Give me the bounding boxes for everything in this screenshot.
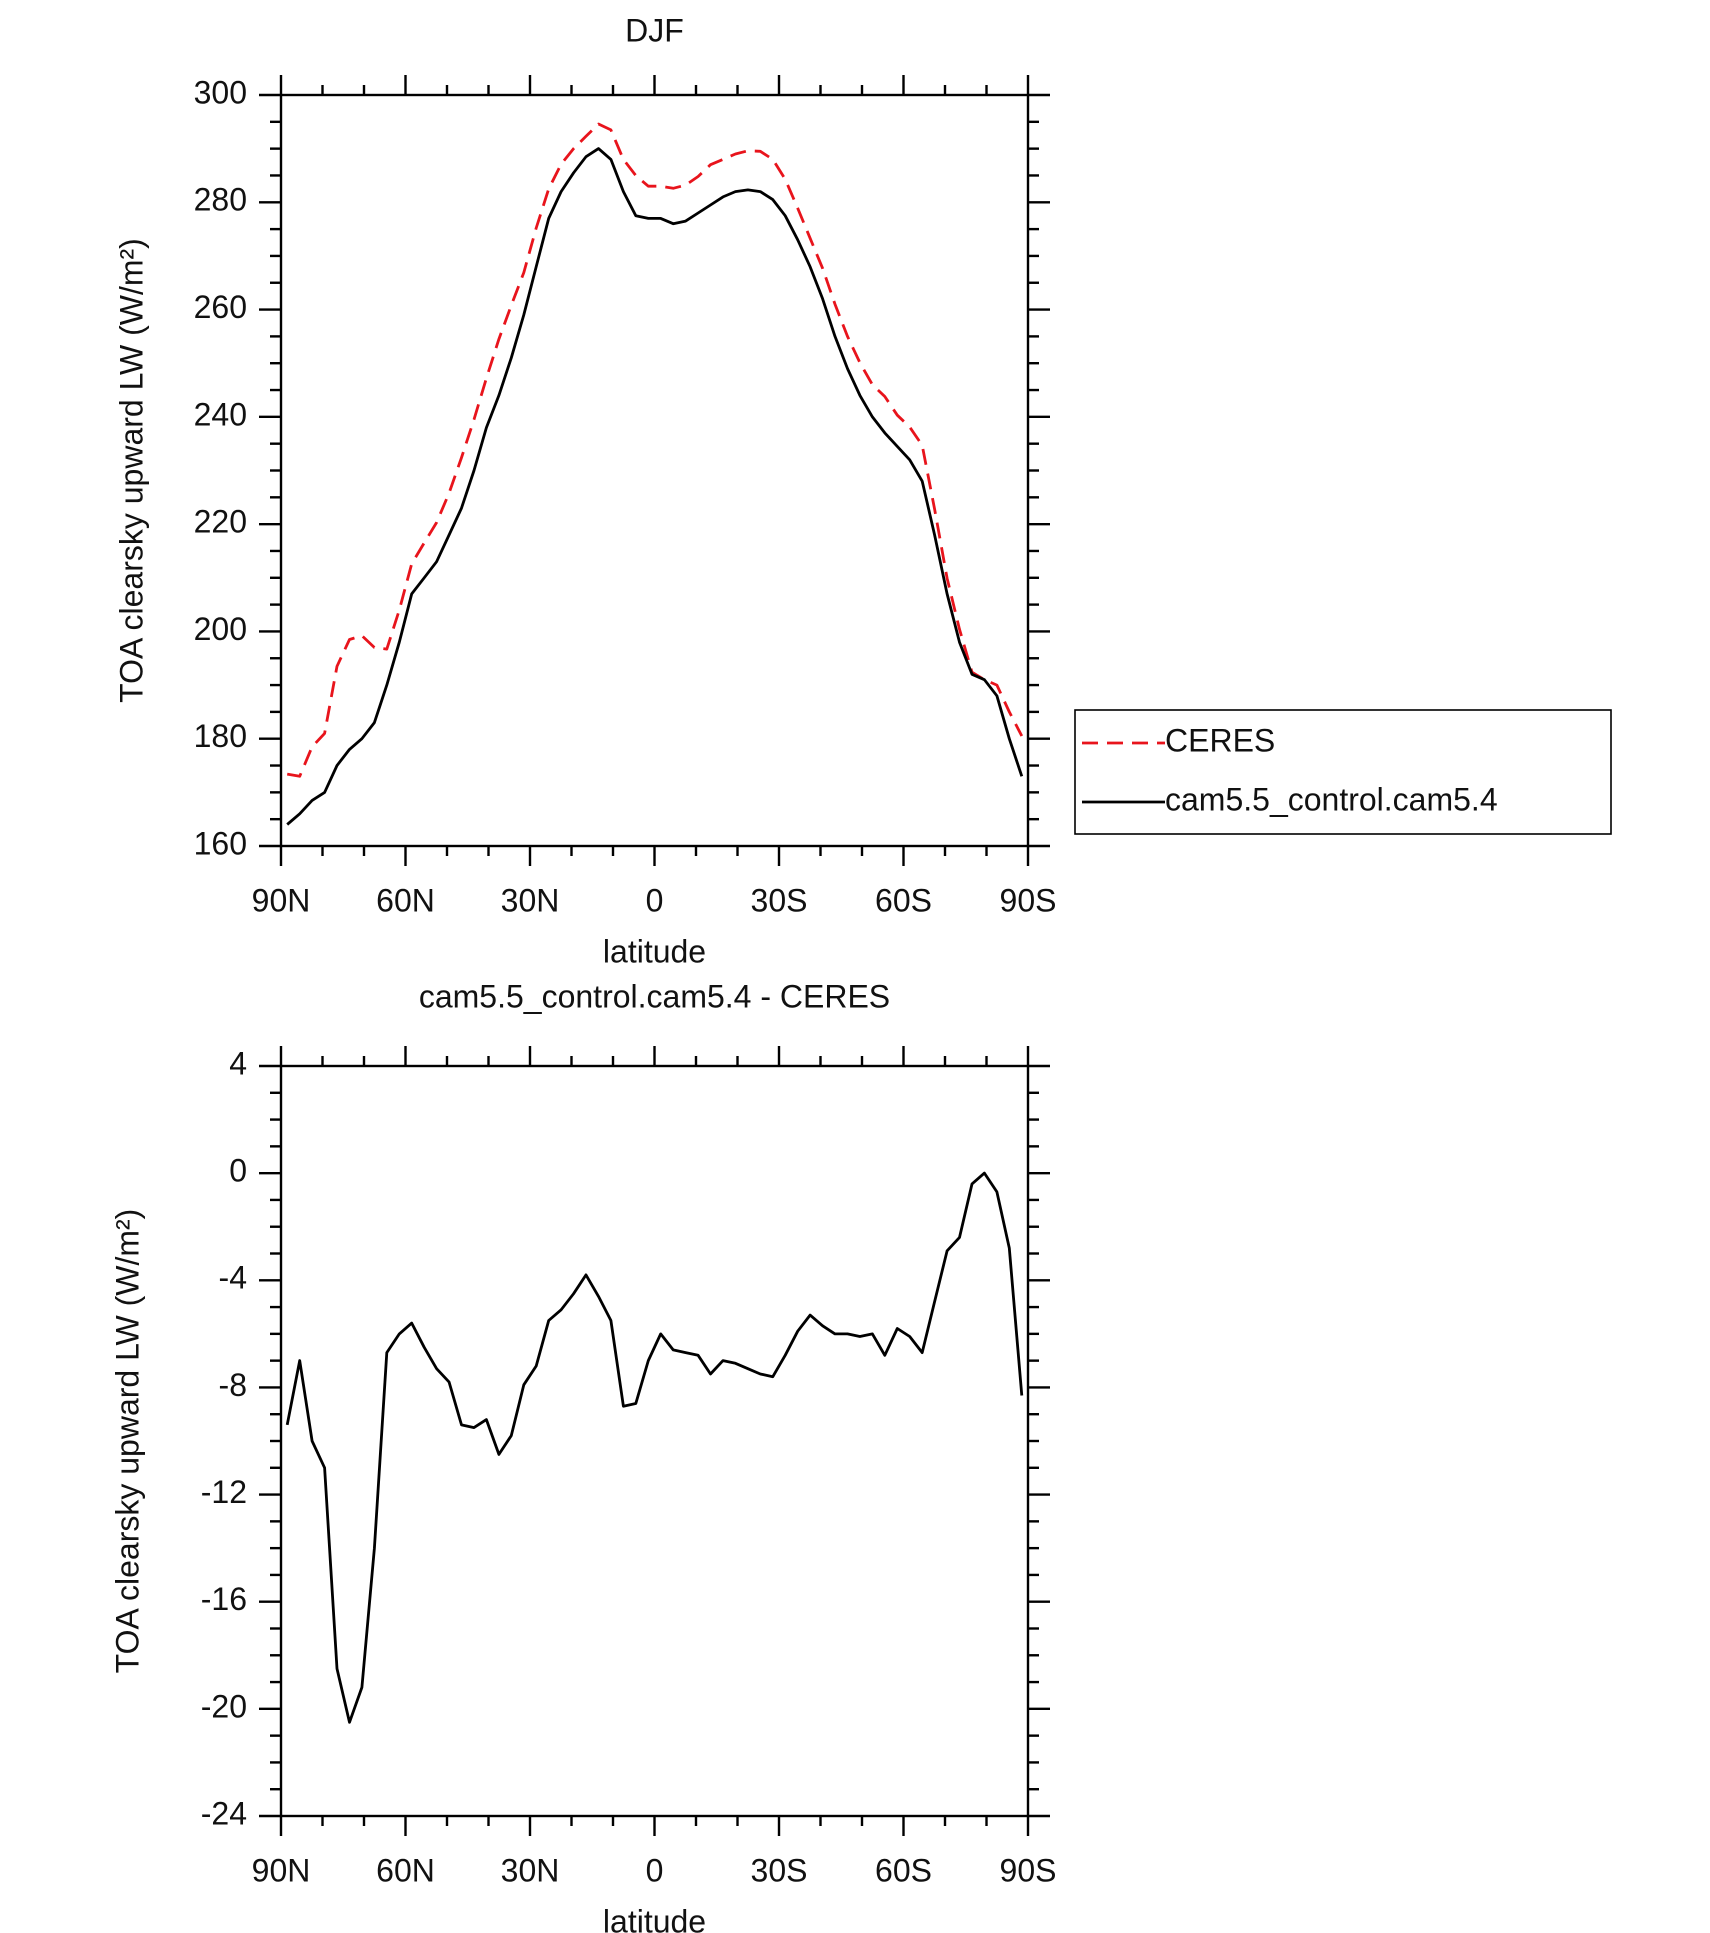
y-tick-label: 220 (194, 504, 247, 540)
x-tick-label: 90S (1000, 882, 1057, 918)
legend-box (1074, 709, 1612, 835)
y-tick-label: 300 (194, 74, 247, 110)
y-axis-label: TOA clearsky upward LW (W/m²) (113, 238, 149, 703)
x-tick-label: 60S (875, 1852, 932, 1888)
data-line (286, 147, 1024, 826)
x-tick-label: 30N (501, 882, 560, 918)
x-axis-label: latitude (603, 1903, 706, 1933)
x-tick-label: 90N (252, 882, 311, 918)
y-tick-label: -24 (201, 1795, 247, 1831)
legend-label: cam5.5_control.cam5.4 (1165, 781, 1498, 817)
x-tick-label: 30S (751, 1852, 808, 1888)
x-tick-label: 60S (875, 882, 932, 918)
y-tick-label: 280 (194, 182, 247, 218)
data-line (286, 122, 1024, 778)
y-tick-label: -16 (201, 1581, 247, 1617)
y-tick-label: 260 (194, 289, 247, 325)
x-tick-label: 60N (376, 1852, 435, 1888)
y-tick-label: -20 (201, 1688, 247, 1724)
x-tick-label: 60N (376, 882, 435, 918)
y-tick-label: 0 (229, 1153, 247, 1189)
x-tick-label: 0 (646, 882, 664, 918)
y-tick-label: -4 (219, 1260, 247, 1296)
y-tick-label: 160 (194, 825, 247, 861)
legend-label: CERES (1165, 722, 1275, 758)
y-tick-label: -12 (201, 1474, 247, 1510)
x-axis-label: latitude (603, 933, 706, 969)
y-tick-label: -8 (219, 1367, 247, 1403)
data-line (285, 1171, 1024, 1724)
legend: CERES cam5.5_control.cam5.4 (1074, 709, 1612, 835)
x-tick-label: 90S (1000, 1852, 1057, 1888)
y-tick-label: 200 (194, 611, 247, 647)
x-tick-label: 30S (751, 882, 808, 918)
y-tick-label: 4 (229, 1045, 247, 1081)
x-tick-label: 0 (646, 1852, 664, 1888)
y-tick-label: 180 (194, 718, 247, 754)
chart-title: DJF (625, 12, 684, 48)
x-tick-label: 30N (501, 1852, 560, 1888)
chart-title: cam5.5_control.cam5.4 - CERES (419, 978, 890, 1014)
y-tick-label: 240 (194, 396, 247, 432)
x-tick-label: 90N (252, 1852, 311, 1888)
plot-frame (279, 1064, 1030, 1818)
y-axis-label: TOA clearsky upward LW (W/m²) (109, 1209, 145, 1674)
